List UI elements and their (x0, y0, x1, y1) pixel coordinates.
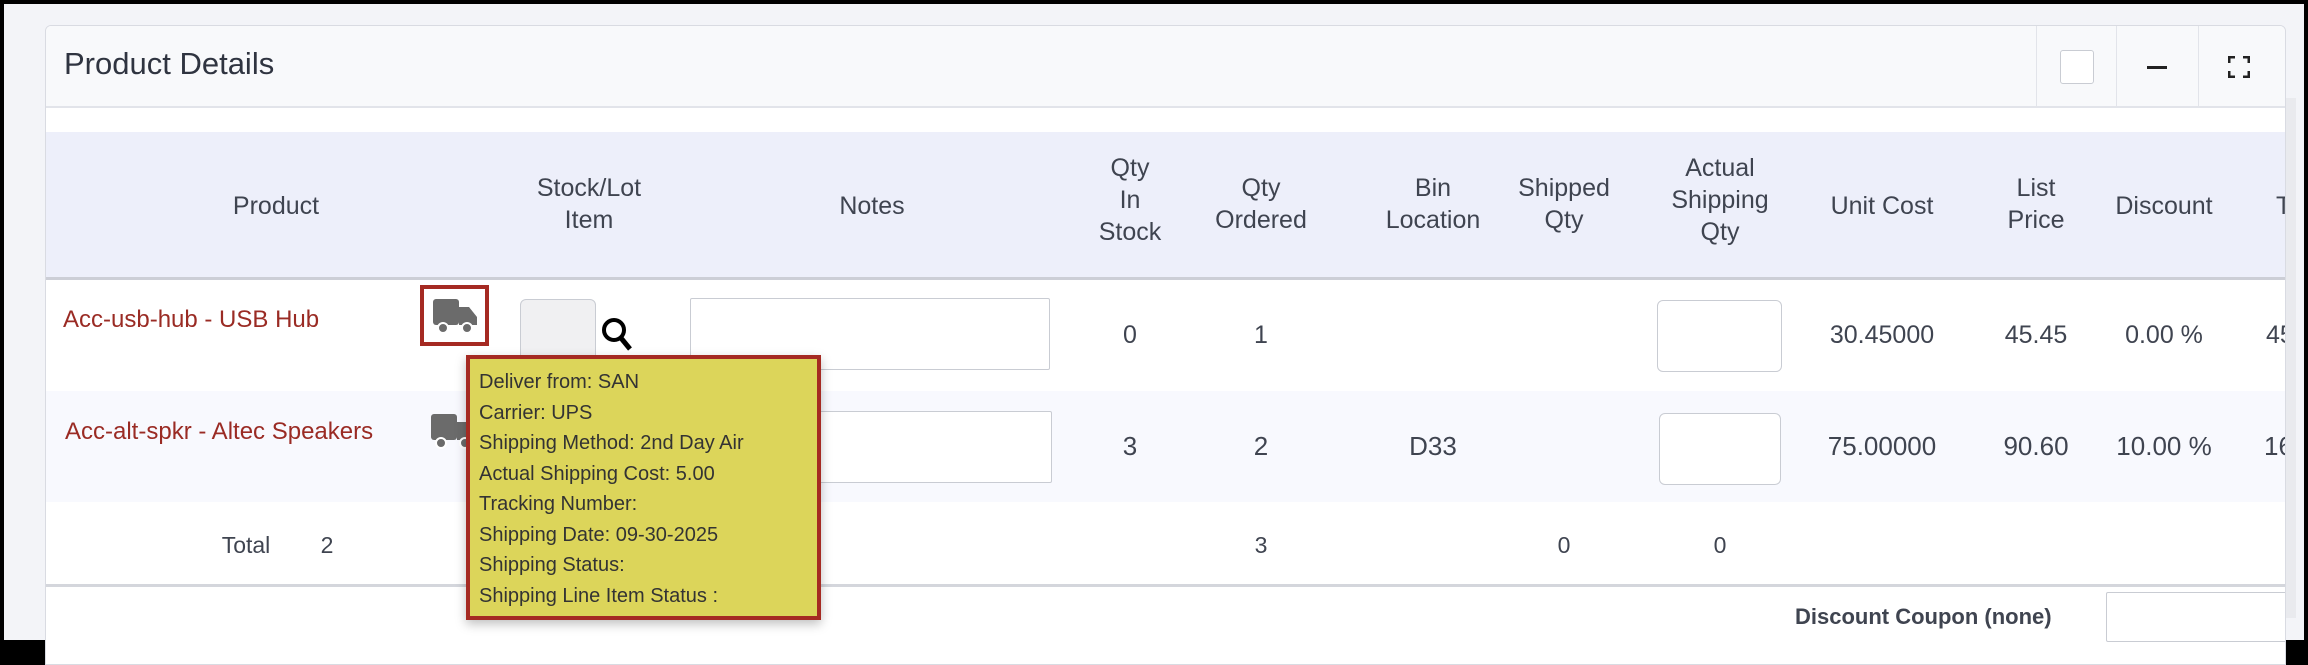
col-discount: Discount (2115, 192, 2213, 220)
list-price: 45.45 (2004, 321, 2068, 349)
col-total: To (2276, 190, 2285, 222)
total: 45 (2266, 321, 2285, 349)
actual-shipping-qty-input[interactable] (1657, 300, 1782, 372)
col-qty-in-stock: Qty In Stock (1098, 154, 1162, 246)
tooltip-line: Shipping Status: (479, 554, 625, 576)
tooltip-line: Shipping Method: 2nd Day Air (479, 432, 744, 454)
col-actual-shipping-qty: Actual Shipping Qty (1671, 154, 1769, 246)
col-stock-lot: Stock/Lot Item (536, 174, 642, 234)
tooltip-line: Carrier: UPS (479, 401, 593, 424)
window: Product Details Product Stock/Lot Item No… (4, 4, 2304, 665)
col-bin-location: Bin Location (1385, 174, 1481, 234)
total-label: Total (221, 532, 271, 558)
vertical-scrollbar[interactable] (2286, 98, 2296, 618)
checkbox-square-icon (2059, 50, 2094, 84)
total-shipped: 0 (1557, 532, 1571, 558)
expand-icon (2227, 56, 2250, 78)
product-link[interactable]: Acc-alt-spkr - Altec Speakers (65, 418, 374, 445)
unit-cost: 30.45000 (1829, 321, 1935, 349)
col-list-price: List Price (2007, 174, 2065, 234)
search-icon[interactable] (600, 316, 636, 356)
total-count: 2 (320, 532, 334, 558)
tooltip-line: Deliver from: SAN (479, 371, 640, 393)
tooltip-line: Shipping Date: 09-30-2025 (479, 523, 719, 546)
select-toggle-button[interactable] (2036, 26, 2116, 108)
discount-coupon-input[interactable] (2106, 592, 2285, 642)
product-details-panel: Product Details Product Stock/Lot Item No… (45, 25, 2286, 665)
panel-title: Product Details (64, 46, 275, 81)
divider (46, 584, 2285, 587)
col-notes: Notes (839, 192, 905, 220)
table-header (46, 132, 2285, 280)
discount-coupon-label: Discount Coupon (none) (1795, 604, 2052, 629)
col-qty-ordered: Qty Ordered (1215, 174, 1307, 234)
expand-button[interactable] (2198, 26, 2278, 108)
list-price: 90.60 (2003, 431, 2069, 461)
qty-in-stock: 3 (1122, 431, 1138, 461)
total-actual: 0 (1713, 532, 1727, 558)
product-link[interactable]: Acc-usb-hub - USB Hub (63, 306, 320, 333)
unit-cost: 75.00000 (1827, 431, 1937, 461)
qty-ordered: 2 (1253, 431, 1269, 461)
total: 16 (2264, 431, 2285, 461)
tooltip-line: Tracking Number: (479, 493, 638, 515)
minimize-icon (2146, 65, 2167, 69)
discount: 10.00 % (2116, 431, 2212, 461)
col-product: Product (232, 192, 320, 220)
table-row-2-bg (46, 391, 2285, 502)
actual-shipping-qty-input[interactable] (1659, 413, 1781, 485)
tooltip-line: Shipping Line Item Status : (479, 584, 719, 607)
tooltip-line: Actual Shipping Cost: 5.00 (479, 462, 715, 485)
total-qty-ordered: 3 (1254, 532, 1268, 558)
discount: 0.00 % (2125, 321, 2203, 349)
minimize-button[interactable] (2116, 26, 2196, 108)
qty-ordered: 1 (1254, 321, 1268, 349)
shipping-info-button[interactable] (420, 285, 489, 346)
truck-icon (432, 298, 477, 334)
col-unit-cost: Unit Cost (1830, 192, 1934, 220)
panel-header: Product Details (46, 26, 2285, 108)
col-shipped-qty: Shipped Qty (1518, 174, 1610, 234)
bin-location: D33 (1409, 431, 1457, 461)
shipping-tooltip: Deliver from: SAN Carrier: UPS Shipping … (466, 355, 821, 620)
qty-in-stock: 0 (1123, 321, 1137, 349)
